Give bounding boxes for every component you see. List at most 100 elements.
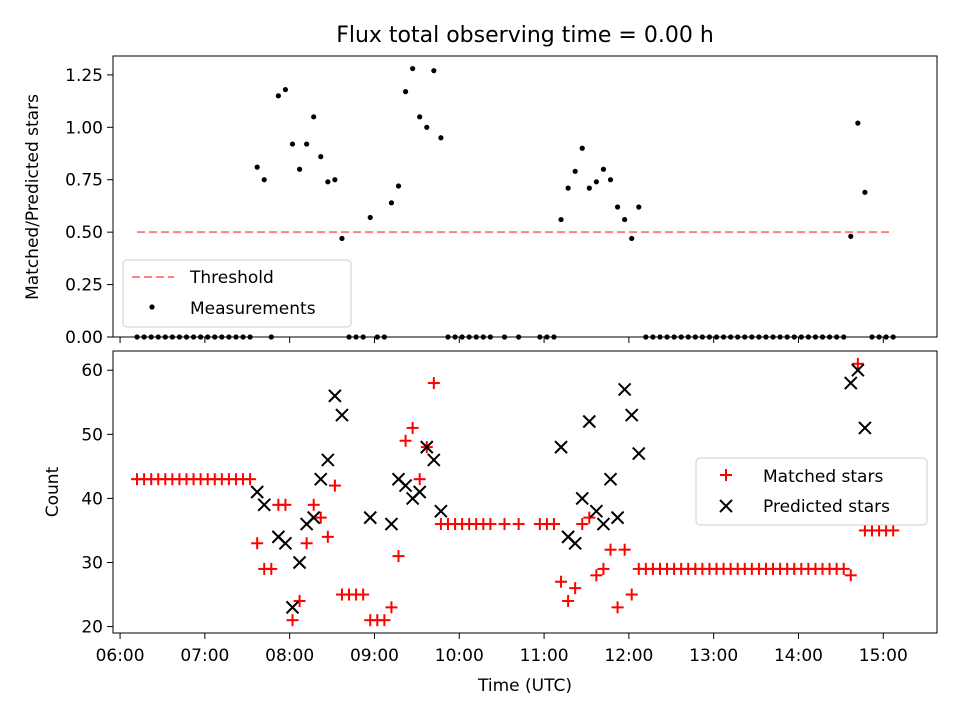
matched-star-point [279,498,292,511]
x-stroke [596,517,611,531]
y-tick-label: 0.50 [65,223,103,243]
matched-star-point [512,518,525,531]
x-stroke [363,510,377,525]
x-stroke [434,504,448,518]
x-stroke [285,600,300,615]
matched-star-point [618,543,631,556]
x-axis-ticks: 06:00 07:00 08:00 09:00 10:00 11:00 12:00 13:00… [96,633,908,666]
x-tick-label: 15:00 [859,646,908,666]
measurement-point [636,204,642,210]
predicted-star-point [250,485,264,499]
x-tick-label: 13:00 [689,646,738,666]
x-tick-label: 11:00 [520,646,569,666]
measurement-point [614,204,621,210]
predicted-star-point [632,446,646,461]
x-stroke [625,408,639,422]
measurement-point [558,216,564,223]
x-tick-label: 14:00 [774,646,823,666]
measurement-point [862,189,868,195]
x-stroke [858,421,872,435]
matched-star-point [286,614,299,627]
measurement-point [339,235,345,242]
measurement-point [332,177,338,183]
measurement-point [254,164,260,170]
measurement-point [586,185,592,191]
legend-predicted-swatch [719,499,733,513]
x-stroke [321,453,335,467]
matched-star-point [378,614,391,627]
legend-label: Predicted stars [763,497,890,517]
matched-star-point [498,518,511,531]
y-axis-label: Matched/Predicted stars [23,94,43,300]
legend-box [122,259,352,328]
measurement-point [402,89,409,95]
y-tick-label: 1.25 [65,66,103,86]
predicted-star-point [610,510,625,525]
matched-star-point [547,518,560,531]
measurement-point [282,86,289,93]
x-tick-label: 07:00 [180,646,229,666]
measurement-point [855,120,861,126]
measurement-point [431,68,437,74]
x-stroke [314,472,328,486]
x-stroke [412,485,427,499]
x-stroke [610,510,625,525]
y-tick-label: 1.00 [65,118,103,138]
matched-star-point [385,601,398,614]
plot-frame [112,55,938,338]
measurement-point [572,168,578,174]
x-stroke [427,453,441,467]
measurement-point [600,166,607,172]
measurement-point [304,141,310,147]
ratio-panel: Flux total observing time = 0.00 h Match… [23,23,938,348]
matched-star-point [625,588,638,601]
predicted-star-point [582,414,597,429]
matched-star-point [328,479,341,492]
predicted-star-point [617,382,632,397]
predicted-star-point [858,421,872,435]
measurement-point [579,145,585,151]
predicted-star-point [420,440,434,454]
count-points [131,357,900,627]
legend-label: Measurements [190,299,316,319]
y-tick-label: 0.00 [65,328,103,348]
predicted-star-point [412,485,427,499]
predicted-star-point [596,517,611,531]
x-tick-label: 06:00 [96,646,145,666]
predicted-star-point [427,453,441,467]
matched-star-point [590,569,603,582]
matched-star-point [413,473,426,486]
x-stroke [335,408,349,422]
x-stroke [589,504,604,518]
matched-star-point [265,562,278,575]
matched-star-point [569,582,582,595]
legend-label: Threshold [189,268,274,288]
x-tick-label: 10:00 [435,646,484,666]
x-stroke [568,536,582,550]
x-stroke [384,517,399,531]
predicted-star-point [328,389,342,403]
matched-star-point [887,524,900,537]
predicted-star-point [575,491,589,506]
measurement-point [261,177,267,183]
predicted-star-point [285,600,300,615]
x-stroke [603,472,618,486]
predicted-star-point [363,510,377,525]
x-stroke [306,510,321,525]
x-stroke [271,530,286,544]
count-panel: Count Time (UTC) 20 30 40 50 60 06:00 07:00 08… [43,350,938,696]
matched-star-point [321,530,334,543]
y-tick-label: 60 [81,361,103,381]
measurement-point [565,185,571,191]
predicted-star-point [568,536,582,550]
predicted-star-point [292,555,307,570]
x-stroke [617,382,632,397]
matched-star-point [562,594,575,607]
matched-star-point [392,550,405,563]
measurement-point [417,114,423,120]
legend-label: Matched stars [763,467,883,487]
matched-star-point [251,537,264,550]
measurement-point [410,65,416,72]
predicted-star-point [398,478,413,493]
